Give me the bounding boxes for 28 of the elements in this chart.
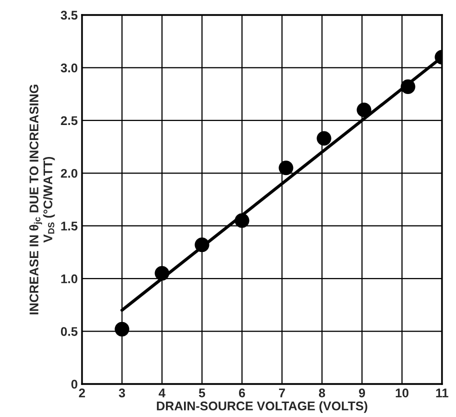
point: [278, 160, 294, 176]
y-tick-label: 2.5: [60, 116, 78, 126]
point: [400, 79, 416, 94]
y-tick-label: 3.5: [60, 10, 78, 20]
y-tick-label: 1.0: [61, 274, 78, 284]
x-tick-label: 6: [238, 388, 246, 398]
x-tick-label: 4: [158, 388, 166, 398]
y-tick-label: 3.0: [60, 64, 78, 72]
y-tick-label: 1.5: [61, 222, 78, 231]
x-tick-label: 7: [279, 388, 285, 398]
point: [114, 322, 130, 336]
x-axis-title: DRAIN-SOURCE VOLTAGE (VOLTS): [156, 401, 368, 413]
y-tick-label: 0.5: [60, 327, 78, 336]
y-tick-label: 2.0: [60, 168, 78, 178]
y-tick-label: 0: [71, 380, 78, 389]
point: [194, 238, 210, 252]
point: [154, 266, 170, 281]
point: [234, 213, 250, 228]
x-tick-label: 8: [318, 388, 326, 398]
x-tick-label: 11: [436, 388, 448, 398]
point: [316, 131, 332, 146]
x-tick-label: 2: [78, 388, 85, 398]
point: [356, 102, 372, 118]
x-tick-label: 3: [118, 388, 126, 398]
x-tick-label: 5: [198, 388, 206, 398]
x-tick-label: 9: [358, 388, 366, 398]
text: INCREASE IN θ$_{jc}$ DUE TO INCREASING V$_{DS}$ (°C/WATT): [29, 84, 55, 314]
x-tick-label: 10: [396, 388, 408, 398]
